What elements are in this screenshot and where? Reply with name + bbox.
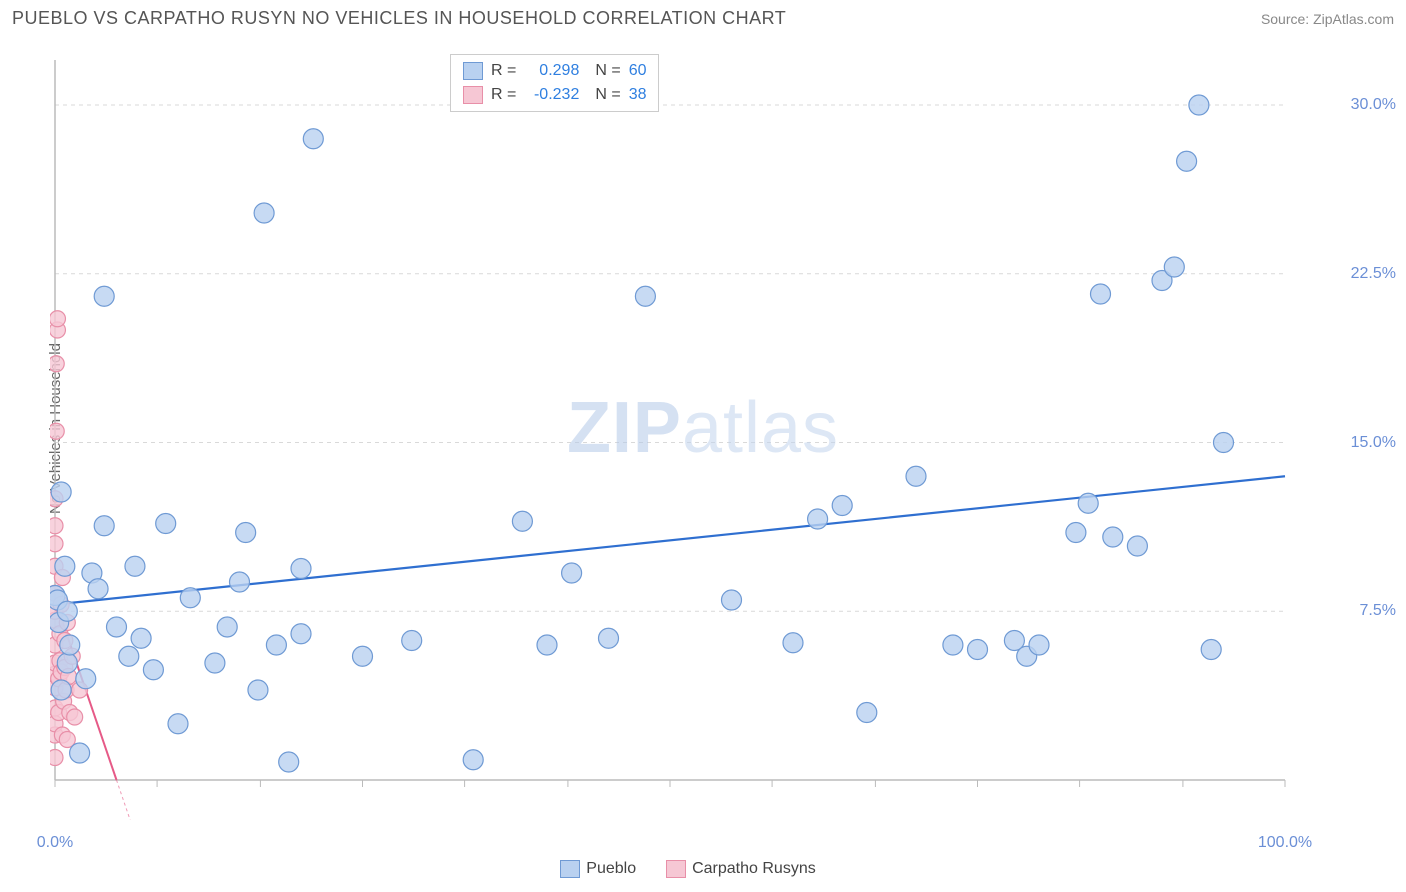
chart-title: PUEBLO VS CARPATHO RUSYN NO VEHICLES IN … xyxy=(12,8,786,29)
scatter-plot xyxy=(50,50,1340,820)
plot-svg xyxy=(50,50,1340,820)
legend-label: Carpatho Rusyns xyxy=(692,860,816,877)
legend-swatch xyxy=(560,860,580,878)
legend-row: R =-0.232N =38 xyxy=(463,83,646,107)
y-tick-label: 15.0% xyxy=(1351,434,1396,452)
legend-row: R =0.298N =60 xyxy=(463,59,646,83)
legend-swatch xyxy=(666,860,686,878)
series-legend: Pueblo Carpatho Rusyns xyxy=(0,860,1406,878)
legend-label: Pueblo xyxy=(586,860,636,877)
y-tick-label: 22.5% xyxy=(1351,265,1396,283)
y-tick-label: 7.5% xyxy=(1360,602,1396,620)
x-tick-label: 0.0% xyxy=(37,834,73,852)
x-tick-label: 100.0% xyxy=(1258,834,1312,852)
correlation-legend: R =0.298N =60R =-0.232N =38 xyxy=(450,54,659,112)
y-tick-label: 30.0% xyxy=(1351,96,1396,114)
source-attribution: Source: ZipAtlas.com xyxy=(1261,11,1394,27)
